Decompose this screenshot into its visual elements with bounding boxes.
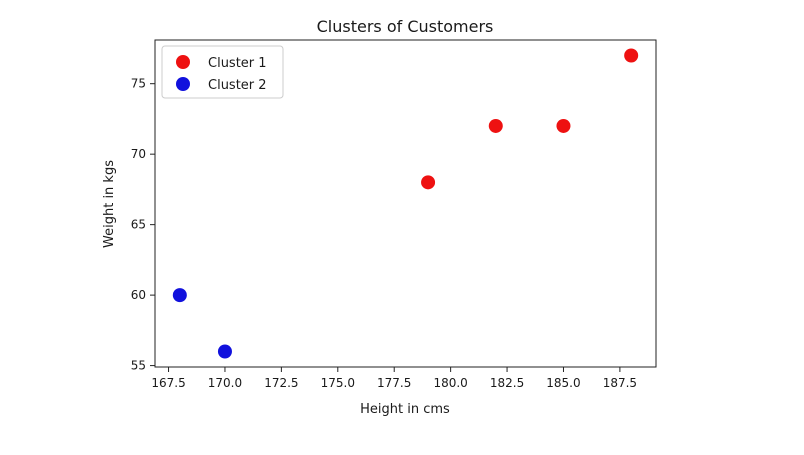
data-point-cluster-1 [624, 48, 639, 63]
y-tick-label: 65 [131, 218, 146, 232]
x-tick-label: 185.0 [546, 376, 580, 390]
data-point-cluster-1 [556, 118, 571, 133]
y-tick-label: 55 [131, 359, 146, 373]
legend-marker-cluster-1 [176, 55, 190, 69]
data-points [172, 48, 639, 359]
y-axis-ticks: 55 60 65 70 75 [131, 77, 155, 373]
data-point-cluster-1 [488, 118, 503, 133]
legend-box [161, 45, 284, 99]
y-axis-label: Weight in kgs [102, 160, 117, 248]
legend-label-cluster-1: Cluster 1 [208, 56, 267, 71]
y-tick-label: 70 [131, 147, 146, 161]
data-point-cluster-1 [421, 175, 436, 190]
x-tick-label: 167.5 [151, 376, 185, 390]
x-tick-label: 187.5 [603, 376, 637, 390]
x-tick-label: 170.0 [208, 376, 242, 390]
data-point-cluster-2 [172, 288, 187, 303]
x-tick-label: 177.5 [377, 376, 411, 390]
x-tick-label: 180.0 [433, 376, 467, 390]
legend-marker-cluster-2 [176, 77, 190, 91]
x-tick-label: 172.5 [264, 376, 298, 390]
x-axis-label: Height in cms [360, 402, 450, 417]
data-point-cluster-2 [217, 344, 232, 359]
plot-area [154, 39, 657, 368]
x-axis-ticks: 167.5 170.0 172.5 175.0 177.5 180.0 182.5 185.0… [151, 367, 637, 390]
y-tick-label: 60 [131, 288, 146, 302]
y-tick-label: 75 [131, 77, 146, 91]
legend: Cluster 1 Cluster 2 [161, 45, 284, 99]
x-tick-label: 182.5 [490, 376, 524, 390]
legend-label-cluster-2: Cluster 2 [208, 78, 267, 93]
chart-title: Clusters of Customers [317, 17, 494, 36]
x-tick-label: 175.0 [321, 376, 355, 390]
